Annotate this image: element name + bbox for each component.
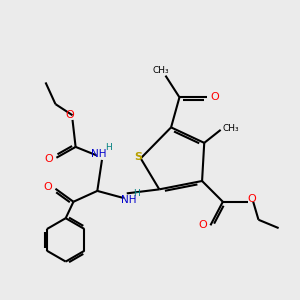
- Text: O: O: [198, 220, 207, 230]
- Text: O: O: [211, 92, 220, 102]
- Text: NH: NH: [121, 195, 136, 205]
- Text: H: H: [133, 189, 140, 198]
- Text: CH₃: CH₃: [152, 65, 169, 74]
- Text: S: S: [134, 152, 142, 162]
- Text: CH₃: CH₃: [223, 124, 239, 133]
- Text: O: O: [43, 182, 52, 192]
- Text: O: O: [65, 110, 74, 120]
- Text: H: H: [105, 143, 112, 152]
- Text: O: O: [247, 194, 256, 204]
- Text: O: O: [44, 154, 53, 164]
- Text: NH: NH: [91, 149, 106, 159]
